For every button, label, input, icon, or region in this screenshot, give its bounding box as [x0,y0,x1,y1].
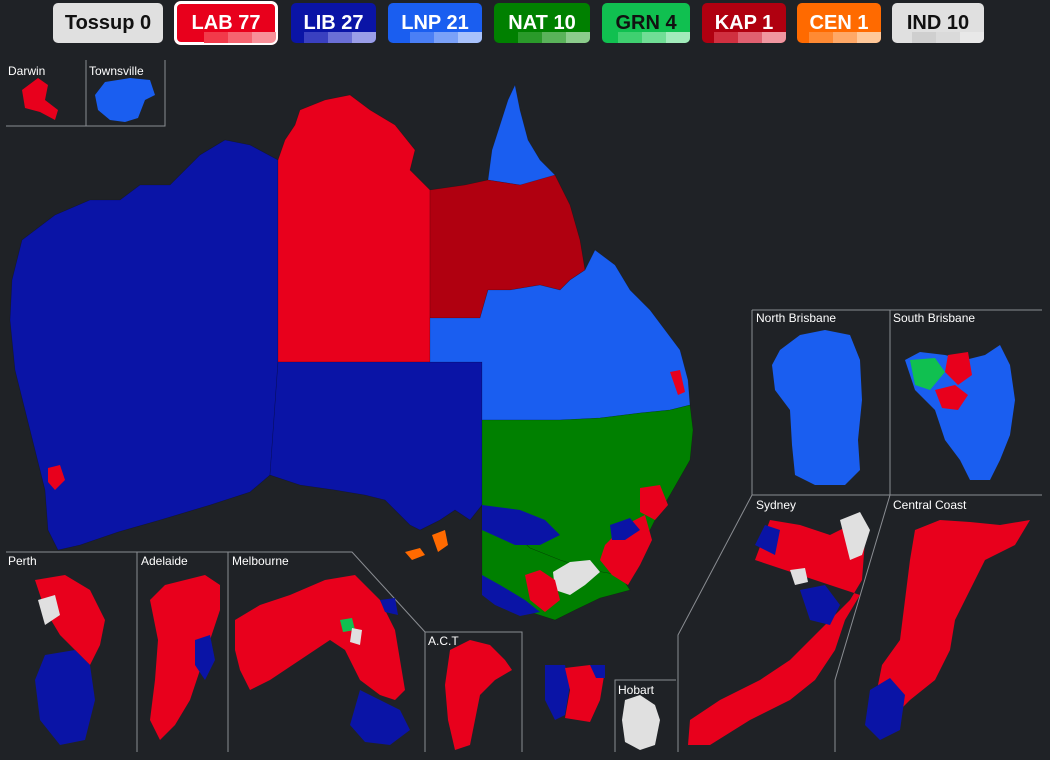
inset-label-sydney: Sydney [756,498,796,512]
party-chip-lab[interactable]: LAB 77 [174,1,278,45]
party-shade-swatch [738,32,762,43]
party-chip-lnp[interactable]: LNP 21 [388,3,482,43]
region-tasmania-west [545,665,570,720]
party-shade-swatch [518,32,542,43]
party-chip-label: KAP 1 [714,12,774,34]
party-chip-tossup[interactable]: Tossup 0 [53,3,163,43]
inset-south-brisbane [905,345,1015,480]
region-cape-york[interactable] [487,84,556,186]
region-northern-territory[interactable] [277,94,431,363]
electorate-lab-south-coast [600,515,652,585]
electorate-lab-hunter [640,485,668,520]
inset-label-south-brisbane: South Brisbane [893,311,975,325]
inset-perth [35,575,105,745]
party-chip-shades [912,32,984,43]
tasmania [545,665,605,722]
party-shade-swatch [960,32,984,43]
electorate-lab-melbourne-outer [525,570,560,612]
inset-sydney [688,512,870,745]
party-chip-shades [618,32,690,43]
party-shade-swatch [304,32,328,43]
party-chip-shades [809,32,881,43]
party-shade-swatch [762,32,786,43]
party-chip-label: LIB 27 [303,12,364,34]
party-shade-swatch [833,32,857,43]
inset-central-coast [865,520,1030,740]
party-chip-label: IND 10 [906,12,970,34]
party-chip-kap[interactable]: KAP 1 [702,3,786,43]
party-shade-swatch [458,32,482,43]
party-shade-swatch [228,32,252,43]
party-shade-swatch [857,32,881,43]
party-shade-swatch [252,32,276,43]
inset-label-central-coast: Central Coast [893,498,967,512]
electorate-ind-vic [553,560,600,595]
electorate-cen-sa-2 [432,530,448,552]
inset-label-melbourne: Melbourne [232,554,289,568]
inset-hobart [622,695,660,750]
inset-label-act: A.C.T [428,634,459,648]
inset-label-adelaide: Adelaide [141,554,188,568]
inset-label-darwin: Darwin [8,64,45,78]
inset-frames [6,60,1042,752]
party-shade-swatch [642,32,666,43]
party-chip-label: CEN 1 [809,12,869,34]
party-chip-shades [714,32,786,43]
party-shade-swatch [714,32,738,43]
region-western-australia[interactable] [9,139,279,551]
party-chip-cen[interactable]: CEN 1 [797,3,881,43]
electorate-lib-vic-west [482,575,540,616]
party-shade-swatch [328,32,352,43]
inset-adelaide [150,575,220,740]
party-chip-label: Tossup 0 [64,12,152,34]
party-shade-swatch [618,32,642,43]
party-shade-swatch [542,32,566,43]
party-chip-lib[interactable]: LIB 27 [291,3,376,43]
party-shade-swatch [434,32,458,43]
inset-label-north-brisbane: North Brisbane [756,311,836,325]
party-shade-swatch [809,32,833,43]
electorate-cen-sa [405,548,425,560]
region-tasmania-north [590,665,605,678]
party-chip-label: LAB 77 [191,12,261,34]
electorate-lib-riverina [610,518,640,540]
electorate-lib-vic [482,505,560,545]
australia-mainland [9,84,694,621]
party-chip-label: NAT 10 [508,12,576,34]
party-chip-label: LNP 21 [401,12,469,34]
inset-north-brisbane [772,330,862,485]
party-shade-swatch [204,32,228,43]
region-tasmania-east [565,665,605,722]
party-chip-label: GRN 4 [615,12,677,34]
electorate-details [48,370,685,616]
party-chip-ind[interactable]: IND 10 [892,3,984,43]
party-chip-shades [410,32,482,43]
electorate-lab-wa-perth [48,465,65,490]
inset-act [445,640,512,750]
party-shade-swatch [912,32,936,43]
inset-darwin [22,78,58,120]
inset-labels: Darwin Townsville North Brisbane South B… [8,64,975,697]
region-south-australia[interactable] [269,361,483,531]
inset-label-townsville: Townsville [89,64,144,78]
party-chip-grn[interactable]: GRN 4 [602,3,690,43]
inset-townsville [95,78,155,122]
party-shade-swatch [566,32,590,43]
inset-label-perth: Perth [8,554,37,568]
electorate-lab-rockhampton [670,370,685,395]
party-chip-nat[interactable]: NAT 10 [494,3,590,43]
party-chip-shades [204,32,276,43]
inset-label-hobart: Hobart [618,683,655,697]
party-shade-swatch [352,32,376,43]
party-shade-swatch [666,32,690,43]
party-shade-swatch [936,32,960,43]
party-tally-bar: Tossup 0 LAB 77 LIB 27 LNP 21 NAT 10 GRN… [0,0,1050,66]
party-chip-shades [304,32,376,43]
party-chip-shades [518,32,590,43]
inset-melbourne [235,575,410,745]
party-shade-swatch [410,32,434,43]
